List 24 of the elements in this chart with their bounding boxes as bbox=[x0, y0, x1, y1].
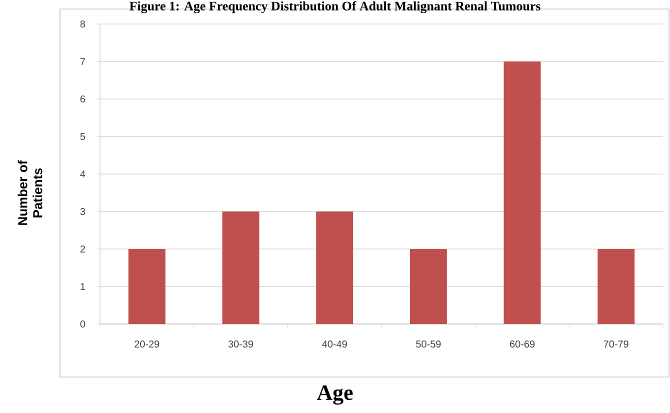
x-tick-label: 70-79 bbox=[604, 340, 628, 348]
x-tick-label: 40-49 bbox=[322, 340, 347, 348]
y-tick-label: 4 bbox=[80, 170, 86, 178]
bar bbox=[222, 212, 260, 324]
x-tick-label: 60-69 bbox=[510, 340, 535, 348]
x-tick-label: 30-39 bbox=[228, 340, 254, 348]
bar bbox=[316, 212, 354, 324]
y-tick-label: 5 bbox=[80, 133, 86, 140]
x-tick-label: 50-59 bbox=[416, 340, 441, 348]
bar bbox=[410, 249, 447, 324]
x-axis-title: Age bbox=[316, 385, 353, 405]
y-tick-label: 1 bbox=[80, 283, 86, 290]
y-tick-label: 6 bbox=[80, 95, 86, 103]
y-tick-label: 7 bbox=[80, 58, 85, 65]
y-tick-label: 0 bbox=[80, 320, 86, 328]
y-tick-label: 3 bbox=[80, 208, 86, 216]
bar bbox=[128, 249, 166, 324]
bar bbox=[504, 61, 541, 324]
chart-title: Figure 1: Age Frequency Distribution Of Adult Malignant Renal Tumours bbox=[130, 1, 540, 14]
y-axis-title: Number of Patients bbox=[18, 160, 42, 225]
y-tick-label: 8 bbox=[80, 20, 86, 28]
bar bbox=[598, 249, 635, 324]
x-tick-label: 20-29 bbox=[134, 340, 160, 348]
y-tick-label: 2 bbox=[80, 246, 85, 252]
